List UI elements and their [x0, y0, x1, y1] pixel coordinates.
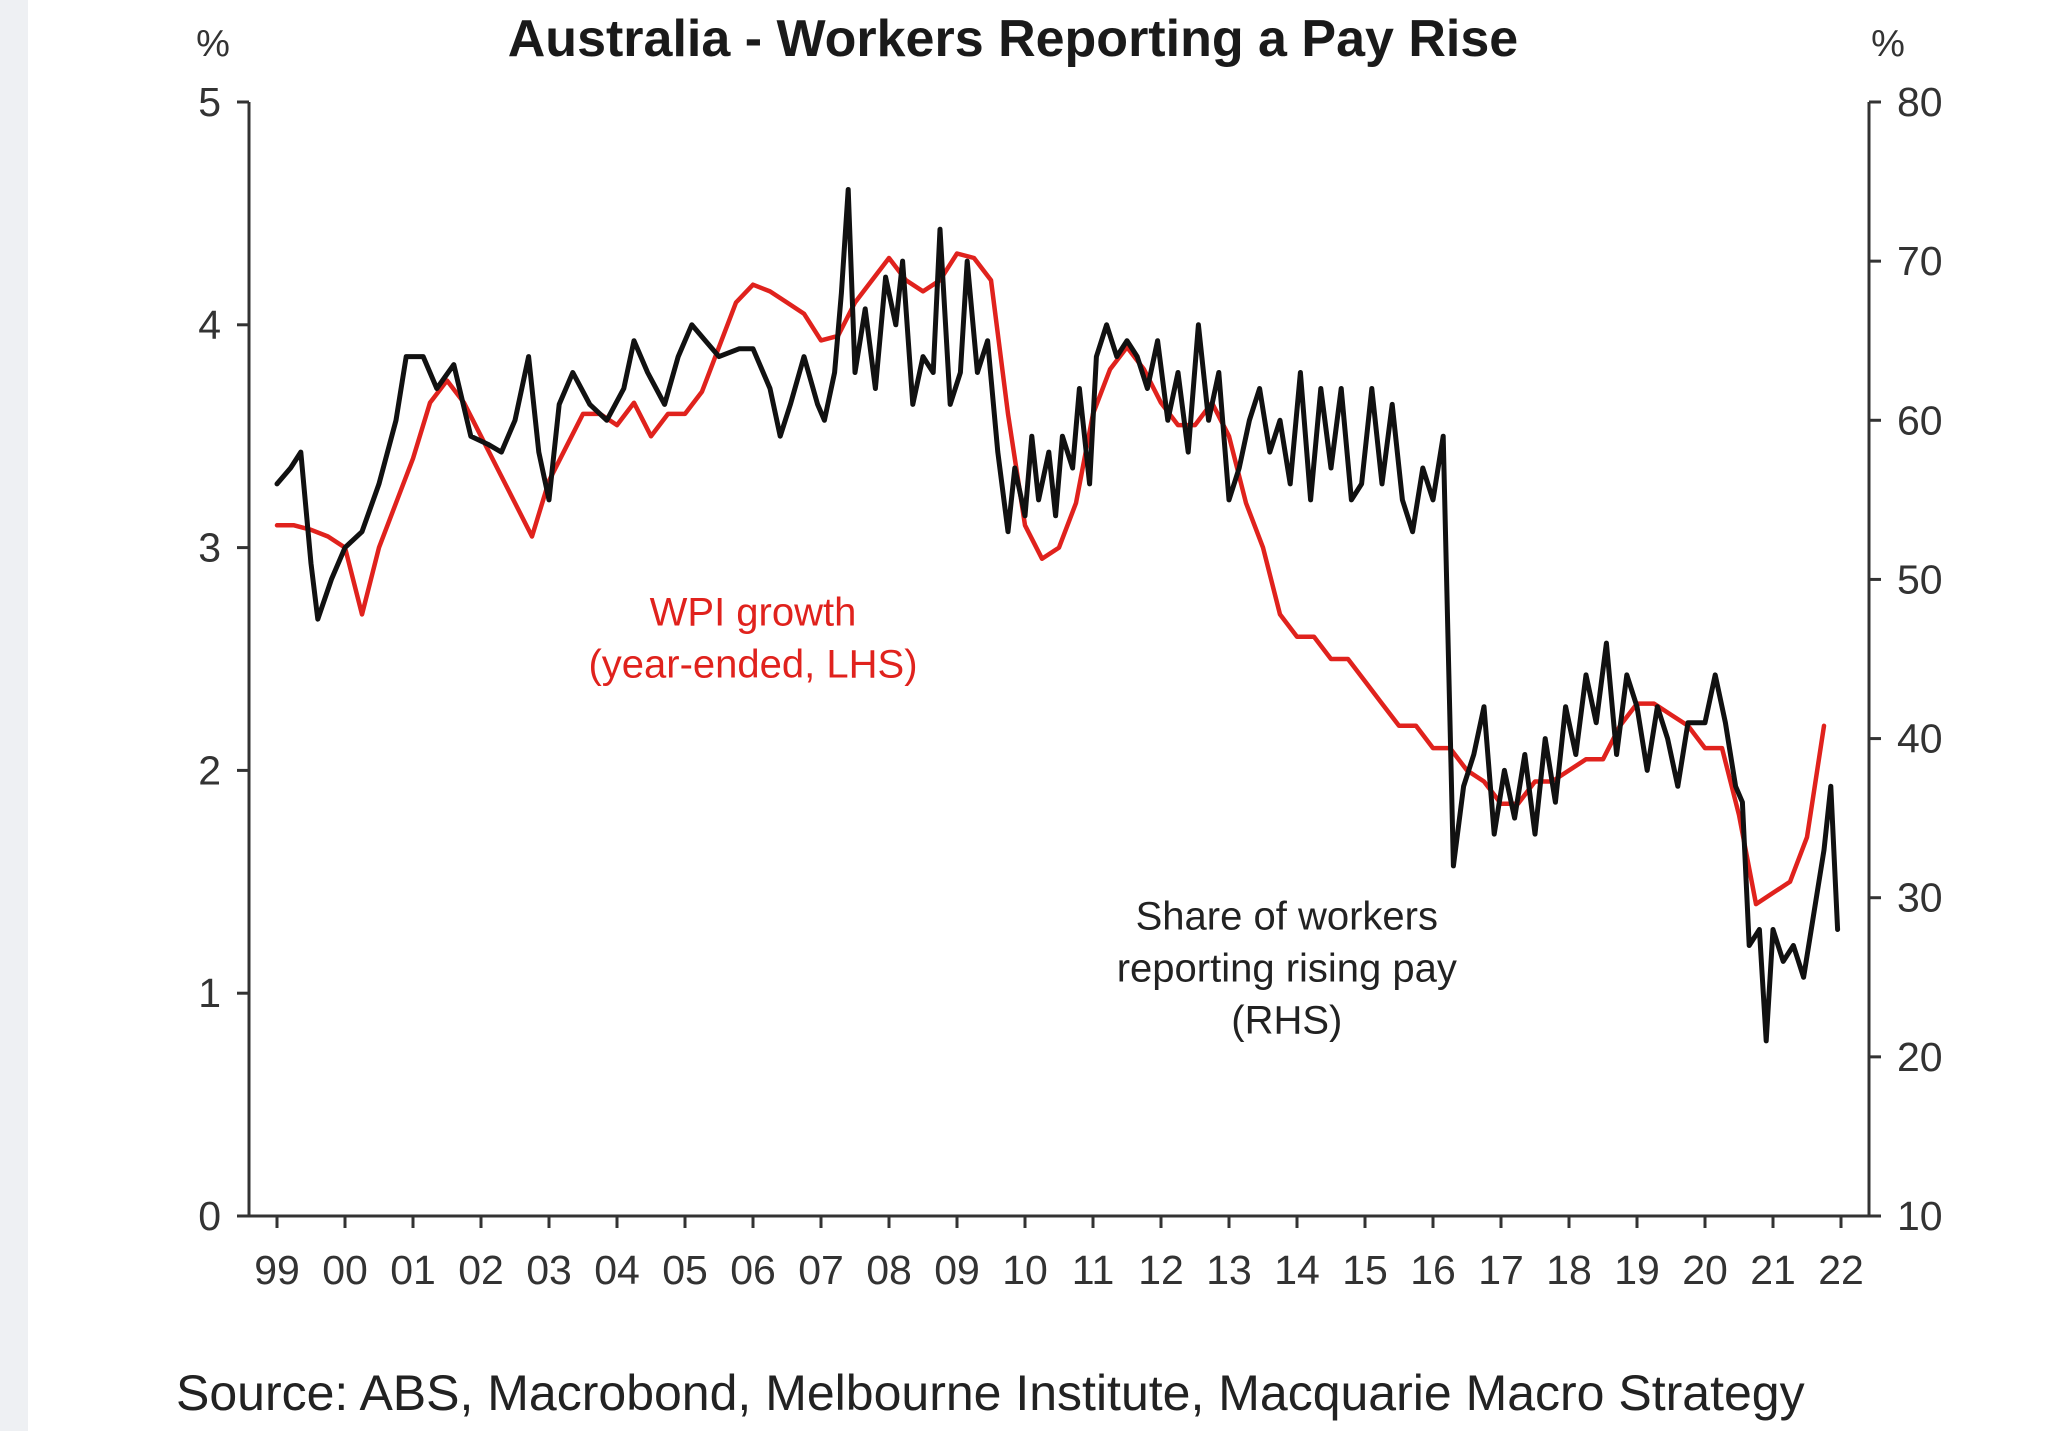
x-tick-label: 12 — [1138, 1247, 1184, 1293]
annotation-layer: WPI growth (year-ended, LHS) Share of work… — [588, 591, 1456, 1043]
x-tick-label: 13 — [1206, 1247, 1252, 1293]
x-tick-label: 09 — [934, 1247, 980, 1293]
share-annotation-line: (RHS) — [1231, 999, 1342, 1043]
right-tick-label: 60 — [1897, 397, 1943, 443]
x-tick-label: 99 — [254, 1247, 300, 1293]
x-tick-label: 05 — [662, 1247, 708, 1293]
right-tick-label: 40 — [1897, 716, 1943, 762]
wpi-annotation-line: WPI growth — [650, 591, 857, 635]
right-tick-label: 20 — [1897, 1034, 1943, 1080]
left-tick-label: 3 — [198, 525, 221, 571]
x-tick-label: 19 — [1614, 1247, 1660, 1293]
x-tick-label: 14 — [1274, 1247, 1320, 1293]
share-series-line — [274, 187, 1841, 1044]
right-tick-label: 10 — [1897, 1193, 1943, 1239]
x-tick-label: 06 — [730, 1247, 776, 1293]
share-annotation-line: Share of workers — [1136, 895, 1438, 939]
x-tick-label: 15 — [1342, 1247, 1388, 1293]
right-tick-label: 80 — [1897, 79, 1943, 125]
right-axis-ticks: 10 20 30 40 50 60 70 80 — [1869, 79, 1943, 1239]
x-tick-label: 11 — [1072, 1247, 1115, 1293]
left-axis-ticks: 0 1 2 3 4 5 — [198, 79, 249, 1239]
wpi-annotation-line: (year-ended, LHS) — [588, 643, 917, 687]
wpi-series-line — [274, 251, 1827, 907]
x-tick-label: 20 — [1682, 1247, 1728, 1293]
chart-title: Australia - Workers Reporting a Pay Rise — [508, 10, 1518, 68]
right-tick-label: 30 — [1897, 875, 1943, 921]
x-tick-label: 18 — [1546, 1247, 1592, 1293]
share-annotation-line: reporting rising pay — [1117, 947, 1457, 991]
x-tick-label: 08 — [866, 1247, 912, 1293]
left-tick-label: 5 — [198, 79, 221, 125]
right-tick-label: 50 — [1897, 556, 1943, 602]
chart-panel: Australia - Workers Reporting a Pay Rise… — [28, 0, 2048, 1431]
x-axis-ticks: 99 00 01 02 03 04 05 06 07 08 09 10 11 12 13 14 15 16 17 18… — [254, 1216, 1864, 1293]
left-tick-label: 0 — [198, 1193, 221, 1239]
x-tick-label: 22 — [1818, 1247, 1864, 1293]
x-tick-label: 10 — [1002, 1247, 1048, 1293]
source-note: Source: ABS, Macrobond, Melbourne Instit… — [176, 1365, 1805, 1421]
chart: Australia - Workers Reporting a Pay Rise… — [176, 10, 1943, 1421]
series-layer — [274, 187, 1841, 1044]
x-tick-label: 00 — [322, 1247, 368, 1293]
x-tick-label: 16 — [1410, 1247, 1456, 1293]
left-tick-label: 4 — [198, 302, 221, 348]
right-axis-unit: % — [1871, 23, 1905, 65]
x-tick-label: 03 — [526, 1247, 572, 1293]
x-tick-label: 17 — [1478, 1247, 1524, 1293]
left-axis-unit: % — [196, 23, 230, 65]
x-tick-label: 07 — [798, 1247, 844, 1293]
left-tick-label: 1 — [198, 970, 221, 1016]
x-tick-label: 21 — [1750, 1247, 1796, 1293]
x-tick-label: 02 — [458, 1247, 504, 1293]
x-tick-label: 01 — [390, 1247, 436, 1293]
x-tick-label: 04 — [594, 1247, 640, 1293]
left-tick-label: 2 — [198, 747, 221, 793]
right-tick-label: 70 — [1897, 238, 1943, 284]
